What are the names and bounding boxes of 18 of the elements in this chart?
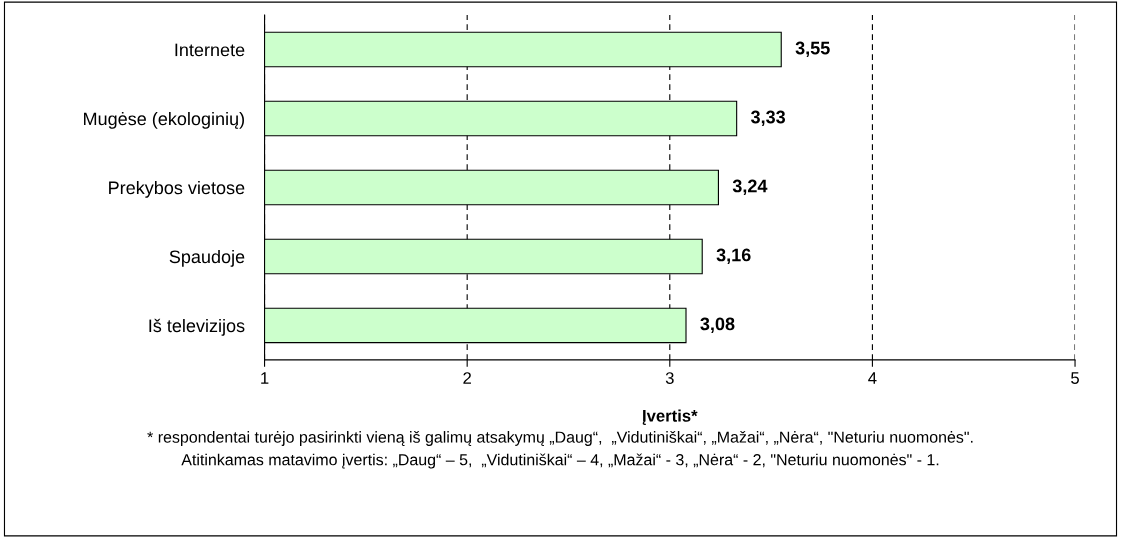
x-tick-label: 5 xyxy=(1071,372,1079,384)
x-axis-title: Įvertis* xyxy=(642,409,698,426)
y-tick-label: Internete xyxy=(175,43,245,57)
y-tick-label: Mugėse (ekologinių) xyxy=(84,111,244,129)
x-tick-label: 1 xyxy=(261,372,269,384)
data-label: 3,24 xyxy=(732,179,768,195)
text: Atitinkamas matavimo įvertis: „Daug“ – 5, „Vidutiniškai“ – 4, „Mažai“ - 3, „Nėra“ - 2, "Neturiu nuomonės" - 1. xyxy=(181,453,939,469)
data-label: 3,55 xyxy=(795,41,830,58)
x-tick-label: 4 xyxy=(868,372,877,384)
data-label: 3,16 xyxy=(716,248,751,264)
text: * respondentai turėjo pasirinkti vieną iš galimų atsakymų „Daug“, „Vidutiniškai“, „Mažai“, „Nėra“, "Neturiu nuomonės". xyxy=(147,430,973,446)
y-tick-label: Prekybos vietose xyxy=(109,180,245,198)
y-tick-label: Spaudoje xyxy=(169,249,245,267)
x-tick-label: 2 xyxy=(463,372,471,384)
data-label: 3,33 xyxy=(750,110,786,126)
y-tick-label: Iš televizijos xyxy=(149,318,245,336)
data-label: 3,08 xyxy=(700,317,735,333)
x-tick-label: 3 xyxy=(665,372,674,384)
